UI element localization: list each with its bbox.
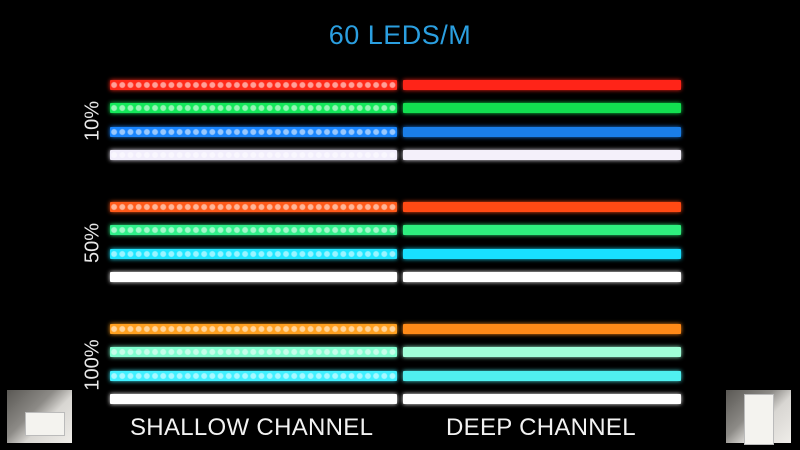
deep-channel-strip [403,347,681,357]
deep-channel-strip [403,103,681,113]
brightness-label: 50% [81,222,104,264]
shallow-channel-label: SHALLOW CHANNEL [130,414,374,441]
shallow-channel-strip [110,103,397,113]
shallow-profile-shape [25,412,65,436]
shallow-channel-strip [110,371,397,381]
page-title: 60 LEDS/M [328,20,472,50]
deep-channel-thumbnail [726,390,791,445]
deep-channel-strip [403,80,681,90]
shallow-channel-strip [110,324,397,334]
shallow-channel-strip [110,272,397,282]
deep-channel-label: DEEP CHANNEL [446,414,636,441]
shallow-channel-strip [110,394,397,404]
shallow-channel-strip [110,347,397,357]
shallow-channel-strip [110,80,397,90]
deep-channel-strip [403,272,681,282]
deep-channel-strip [403,394,681,404]
deep-channel-strip [403,249,681,259]
deep-channel-strip [403,225,681,235]
shallow-channel-strip [110,150,397,160]
deep-channel-strip [403,202,681,212]
deep-channel-strip [403,324,681,334]
shallow-channel-thumbnail [7,390,72,443]
shallow-channel-strip [110,249,397,259]
brightness-label: 100% [81,339,104,391]
deep-channel-strip [403,371,681,381]
deep-profile-shape [744,394,774,445]
deep-channel-strip [403,150,681,160]
shallow-channel-strip [110,225,397,235]
deep-channel-strip [403,127,681,137]
shallow-channel-strip [110,127,397,137]
shallow-channel-strip [110,202,397,212]
brightness-label: 10% [81,100,104,142]
